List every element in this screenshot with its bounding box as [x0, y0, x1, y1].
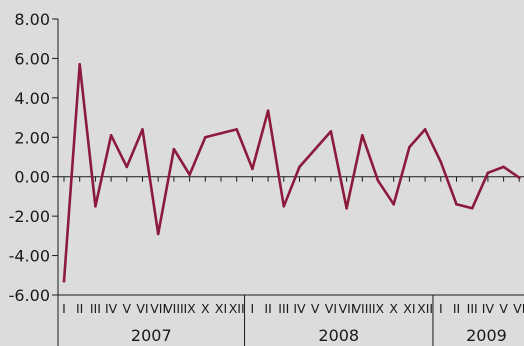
- data-point: [329, 130, 333, 133]
- month-label: XII: [229, 301, 245, 316]
- series-line: [62, 63, 521, 283]
- y-tick-label: -4.00: [9, 247, 50, 266]
- year-label: 2009: [466, 326, 507, 345]
- month-label: I: [251, 301, 255, 316]
- data-point: [345, 206, 348, 210]
- data-point: [470, 206, 474, 210]
- data-point: [502, 165, 505, 169]
- data-point: [251, 167, 254, 171]
- series-group: [62, 63, 521, 283]
- month-label: III: [90, 301, 101, 316]
- data-point: [125, 165, 129, 169]
- data-point: [141, 128, 144, 131]
- data-point: [219, 132, 223, 135]
- data-point: [486, 171, 490, 175]
- data-point: [361, 134, 364, 137]
- data-point: [313, 147, 317, 151]
- month-label: IX: [183, 301, 196, 316]
- data-point: [392, 203, 396, 206]
- month-label: II: [264, 301, 271, 316]
- data-point: [172, 147, 176, 151]
- month-label: III: [467, 301, 478, 316]
- y-axis: 8.00 6.00 4.00 2.00 0.00 -2.00 -4.00 -6.00: [9, 10, 59, 346]
- month-label: VI: [513, 301, 524, 316]
- month-label: XI: [403, 301, 415, 316]
- data-point: [78, 63, 81, 66]
- month-label: VIII: [164, 301, 184, 316]
- data-point: [518, 176, 521, 179]
- data-point: [156, 232, 160, 236]
- data-point: [266, 109, 270, 112]
- data-point: [282, 204, 286, 208]
- month-label: III: [278, 301, 289, 316]
- y-tick-label: -6.00: [9, 286, 50, 305]
- month-label: IV: [293, 301, 306, 316]
- month-label: V: [311, 301, 320, 316]
- data-point: [455, 203, 458, 206]
- y-tick-label: 6.00: [14, 49, 50, 68]
- month-label: VI: [136, 301, 148, 316]
- month-label: IV: [482, 301, 495, 316]
- y-tick-label: 0.00: [14, 168, 50, 187]
- month-label: XI: [215, 301, 227, 316]
- month-label: VIII: [352, 301, 372, 316]
- data-point: [204, 135, 207, 139]
- year-label: 2008: [318, 326, 359, 345]
- month-label: XII: [417, 301, 433, 316]
- data-point: [298, 165, 301, 169]
- y-tick-label: -2.00: [9, 207, 50, 226]
- data-point: [235, 128, 238, 131]
- month-label: V: [499, 301, 508, 316]
- data-point: [423, 128, 427, 131]
- month-label: X: [389, 301, 398, 316]
- data-point: [376, 179, 380, 182]
- month-label: I: [62, 301, 66, 316]
- month-label: VII: [150, 301, 166, 316]
- month-label: II: [76, 301, 83, 316]
- year-label: 2007: [131, 326, 172, 345]
- y-tick-label: 4.00: [14, 89, 50, 108]
- month-label: X: [201, 301, 210, 316]
- data-point: [439, 160, 443, 164]
- y-tick-label: 2.00: [14, 128, 50, 147]
- data-point: [62, 279, 66, 283]
- y-tick-label: 8.00: [14, 10, 50, 29]
- data-point: [188, 173, 191, 177]
- month-label: IV: [105, 301, 118, 316]
- month-label: IX: [372, 301, 385, 316]
- month-label: VI: [325, 301, 337, 316]
- month-label: VII: [339, 301, 355, 316]
- data-point: [109, 134, 113, 137]
- month-label: II: [453, 301, 460, 316]
- data-point: [408, 145, 411, 149]
- month-label: I: [439, 301, 443, 316]
- data-point: [94, 204, 97, 208]
- month-label: V: [123, 301, 132, 316]
